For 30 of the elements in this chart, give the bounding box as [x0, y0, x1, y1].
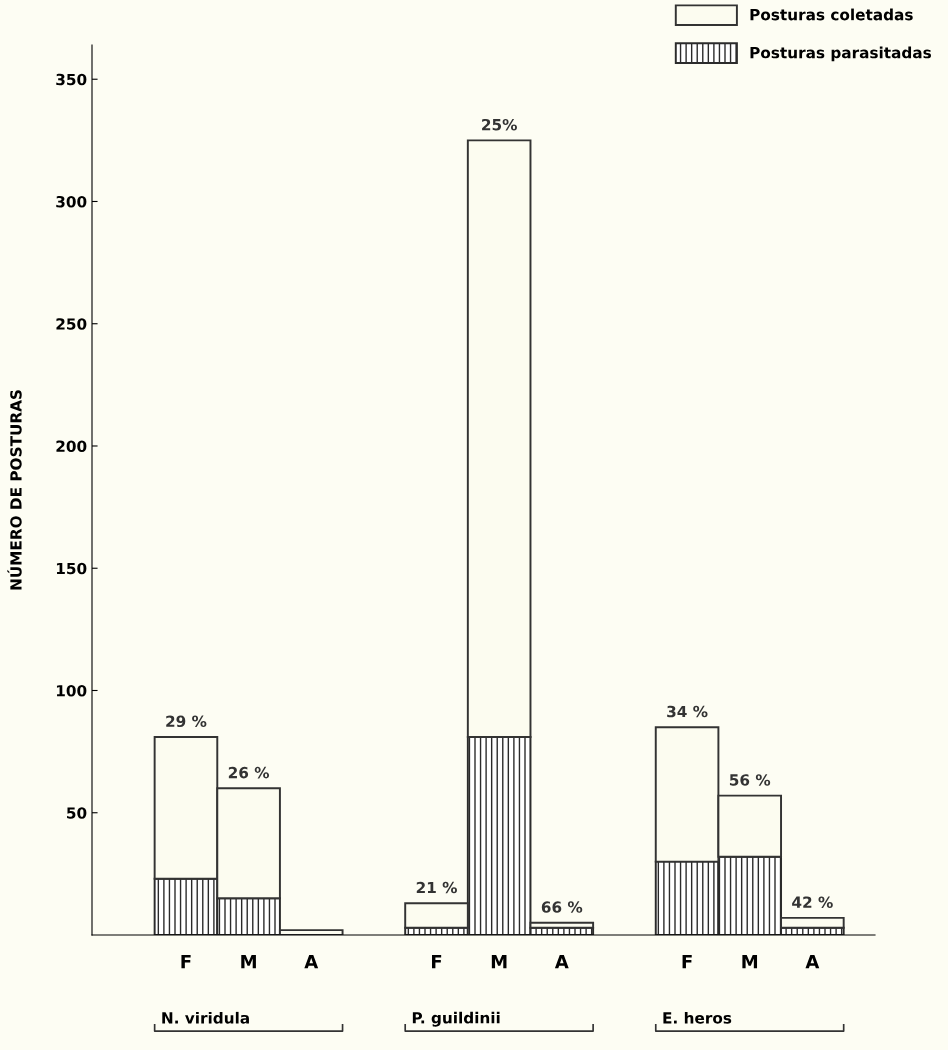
annotation: 26 % [228, 766, 270, 779]
annotation: 42 % [792, 896, 833, 908]
y-tick-label: 300 [56, 195, 87, 208]
x-tick-label: A [805, 955, 820, 969]
x-tick-label: F [181, 955, 191, 969]
x-tick-label: M [241, 955, 256, 969]
y-tick-label: 250 [56, 318, 87, 330]
x-tick-label: M [742, 955, 758, 969]
x-tick-label: A [304, 955, 319, 969]
annotation: 34 % [667, 705, 708, 718]
x-tick-label: M [491, 955, 507, 969]
text: E. heros [663, 1011, 732, 1024]
x-tick-label: A [554, 955, 569, 969]
x-tick-label: F [432, 955, 442, 969]
legend-label: Posturas parasitadas [750, 46, 931, 62]
y-tick-label: 150 [56, 562, 87, 575]
annotation: 29 % [166, 715, 207, 728]
y-tick-label: 200 [56, 440, 87, 453]
y-tick-label: 350 [56, 73, 87, 86]
annotation: 56 % [729, 774, 771, 786]
annotation: 66 % [541, 901, 583, 913]
y-tick-label: 100 [56, 684, 87, 697]
annotation: 21 % [416, 881, 457, 894]
y-axis-title: NÚMERO DE POSTURAS [7, 390, 22, 590]
y-tick-label: 50 [67, 807, 87, 819]
text: P. guildinii [412, 1011, 500, 1027]
x-tick-label: F [682, 955, 692, 969]
annotation: 25% [482, 118, 517, 131]
text: N. viridula [162, 1011, 249, 1024]
legend-label: Posturas coletadas [750, 8, 913, 21]
